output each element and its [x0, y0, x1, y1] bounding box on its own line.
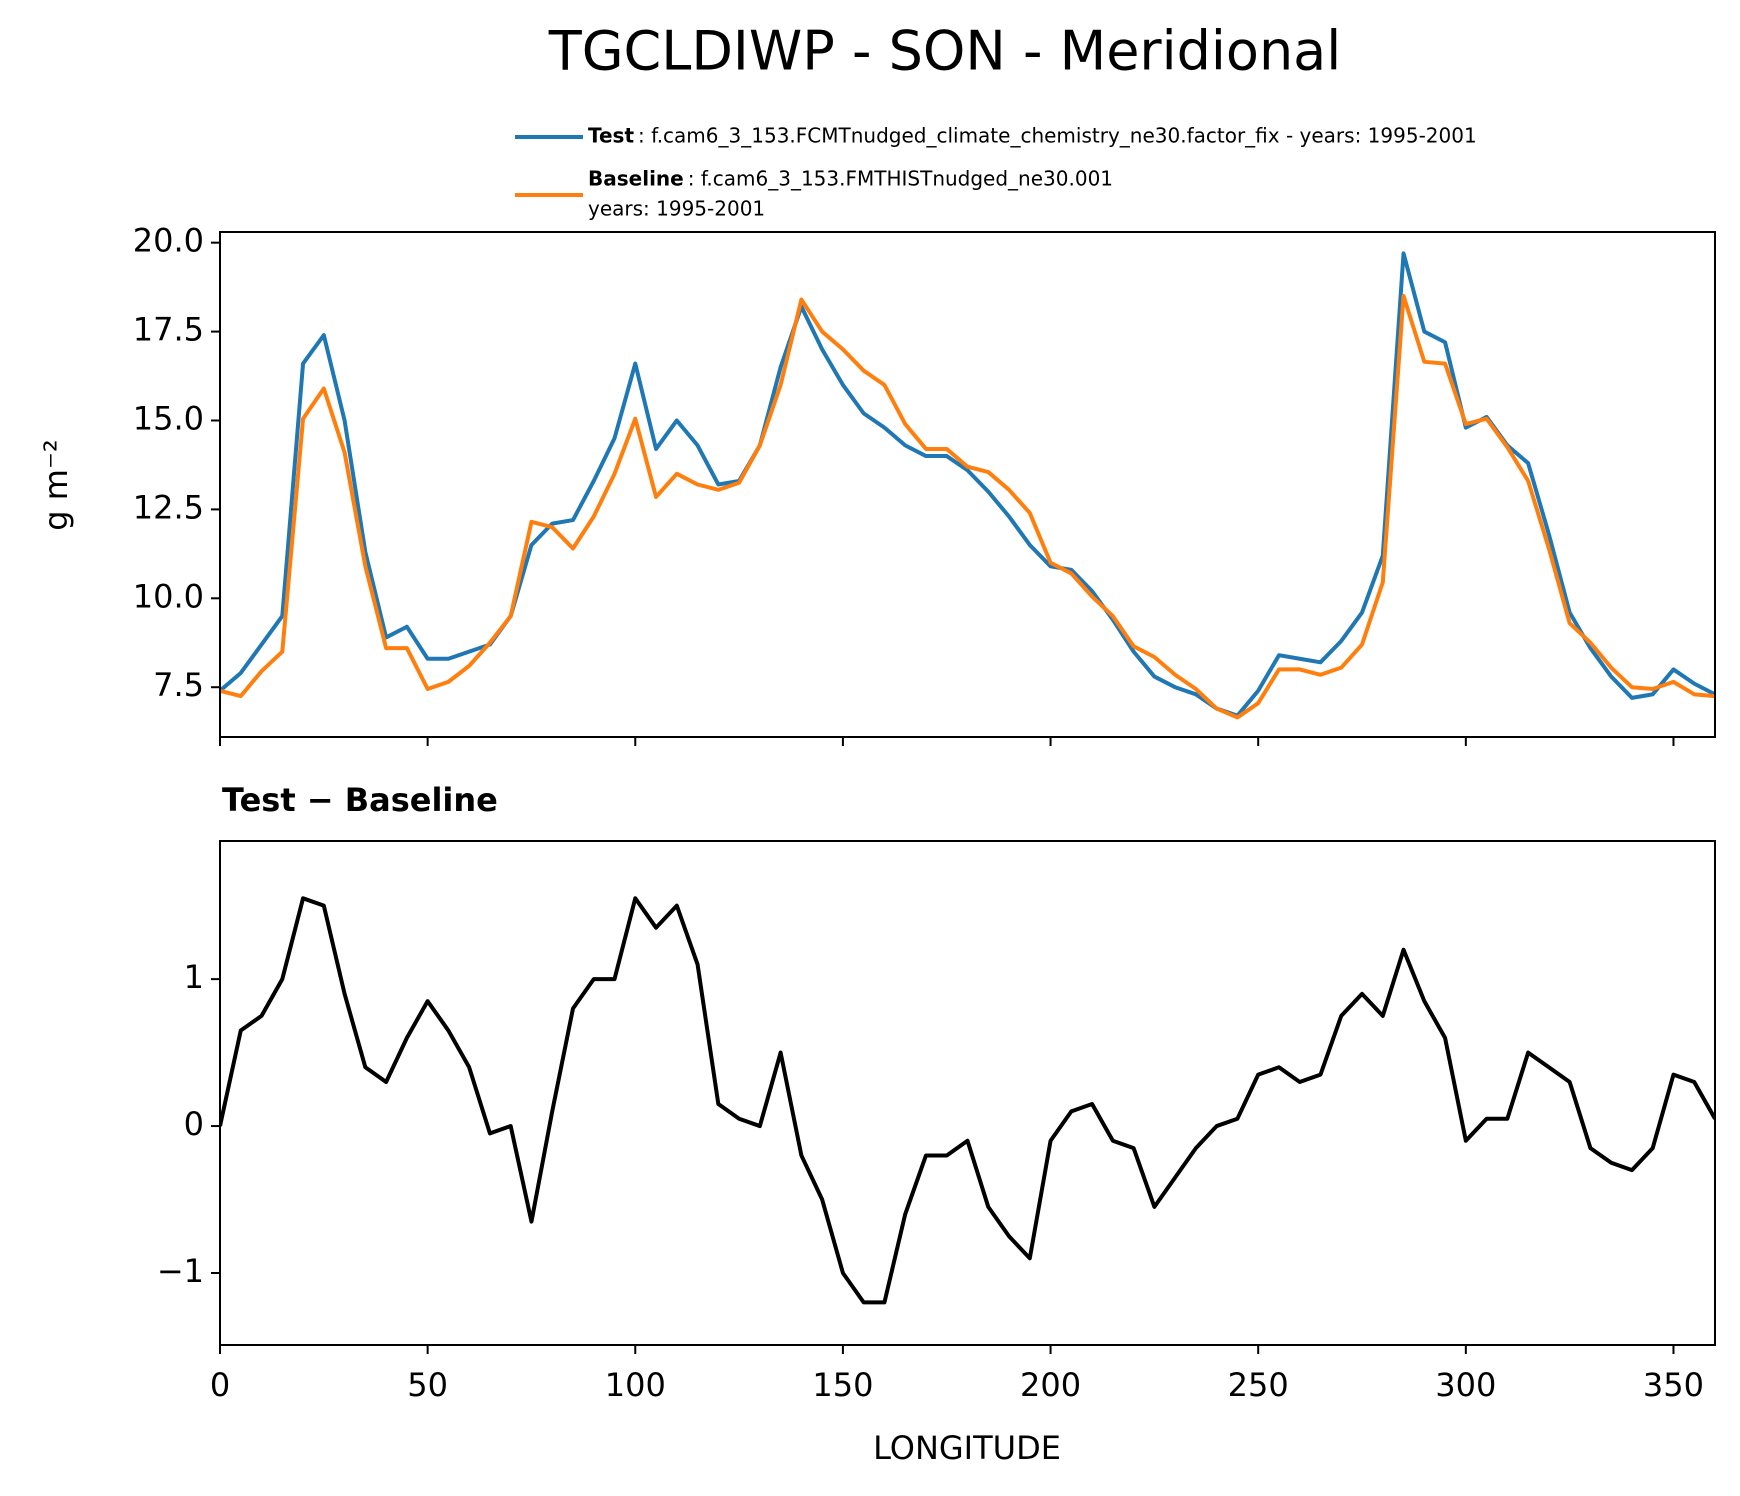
- x-tick-label: 150: [812, 1366, 873, 1404]
- axes-frame: [219, 231, 1716, 738]
- data-line: [220, 251, 1715, 718]
- axes-frame: [219, 840, 1716, 1346]
- y-tick-label: 7.5: [153, 666, 204, 704]
- legend-text: years: 1995-2001: [588, 197, 765, 221]
- x-tick-label: 300: [1435, 1366, 1496, 1404]
- y-tick-label: 17.5: [133, 311, 204, 349]
- y-tick-label: 0: [184, 1105, 204, 1143]
- x-tick-label: 350: [1643, 1366, 1704, 1404]
- legend-text: : f.cam6_3_153.FMTHISTnudged_ne30.001: [688, 167, 1113, 191]
- y-tick-label: 20.0: [133, 222, 204, 260]
- y-axis-label: g m⁻²: [37, 439, 75, 530]
- x-axis-label: LONGITUDE: [873, 1429, 1061, 1467]
- data-line: [220, 896, 1715, 1305]
- plot-area: [220, 251, 1715, 720]
- legend-text: : f.cam6_3_153.FCMTnudged_climate_chemis…: [638, 124, 1477, 148]
- x-tick-label: 50: [407, 1366, 448, 1404]
- y-tick-label: 15.0: [133, 399, 204, 437]
- x-tick-label: 100: [605, 1366, 666, 1404]
- y-tick-label: 10.0: [133, 577, 204, 615]
- y-tick-label: 1: [184, 958, 204, 996]
- x-tick-label: 200: [1020, 1366, 1081, 1404]
- figure-title: TGCLDIWP - SON - Meridional: [548, 20, 1342, 83]
- x-tick-label: 0: [210, 1366, 230, 1404]
- x-tick-label: 250: [1228, 1366, 1289, 1404]
- y-tick-label: 12.5: [133, 488, 204, 526]
- legend-label: Baseline: [588, 167, 684, 191]
- y-tick-label: −1: [157, 1252, 204, 1290]
- subplot-title: Test − Baseline: [222, 781, 498, 819]
- plot-area: [220, 896, 1715, 1305]
- data-line: [220, 294, 1715, 720]
- legend-label: Test: [588, 124, 634, 148]
